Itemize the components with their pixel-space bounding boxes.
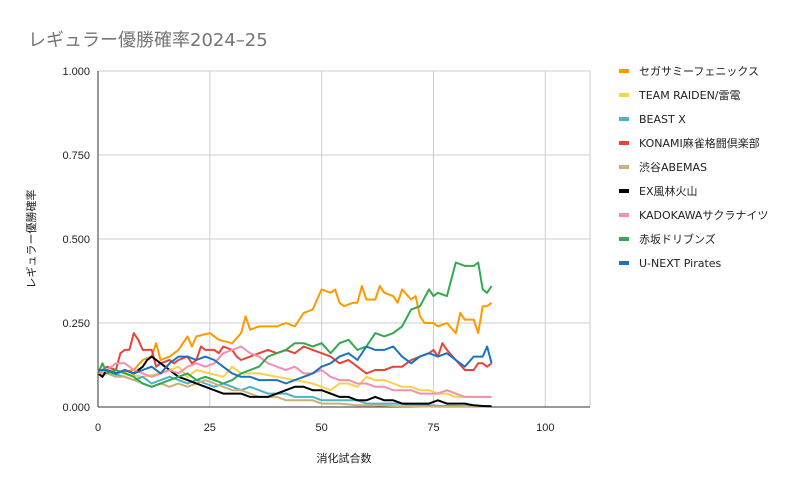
x-tick-label: 50 xyxy=(316,422,328,434)
legend-label: U-NEXT Pirates xyxy=(639,257,722,270)
y-tick-label: 0.500 xyxy=(62,234,90,246)
x-tick-label: 100 xyxy=(536,422,554,434)
tick-labels: 0.000 0.250 0.500 0.750 1.000 0 25 50 75 100 xyxy=(62,66,554,434)
series-line-7 xyxy=(97,345,492,398)
x-tick-label: 75 xyxy=(427,422,439,434)
y-tick-label: 0.750 xyxy=(62,150,90,162)
legend-swatch xyxy=(619,261,629,265)
x-tick-label: 0 xyxy=(95,422,101,434)
legend: セガサミーフェニックス TEAM RAIDEN/雷電 BEAST X KONAMI麻雀… xyxy=(619,65,768,270)
legend-swatch xyxy=(619,93,629,97)
legend-swatch xyxy=(619,189,629,193)
legend-swatch xyxy=(619,237,629,241)
series-line-1 xyxy=(98,285,493,375)
y-tick-label: 0.000 xyxy=(62,402,90,414)
legend-swatch xyxy=(619,165,629,169)
series-line-8 xyxy=(97,261,493,388)
legend-label: KADOKAWAサクラナイツ xyxy=(639,209,768,222)
grid-lines xyxy=(98,70,591,407)
legend-swatch xyxy=(619,141,629,145)
series-lines xyxy=(97,261,493,408)
legend-label: KONAMI麻雀格闘倶楽部 xyxy=(639,136,760,150)
series-line-9 xyxy=(98,345,493,385)
legend-swatch xyxy=(619,117,629,121)
legend-label: 渋谷ABEMAS xyxy=(639,161,707,174)
legend-label: TEAM RAIDEN/雷電 xyxy=(638,89,741,102)
legend-label: BEAST X xyxy=(639,113,686,126)
series-line-6 xyxy=(97,355,492,408)
legend-label: 赤坂ドリブンズ xyxy=(639,232,716,246)
legend-label: セガサミーフェニックス xyxy=(639,65,759,78)
legend-label: EX風林火山 xyxy=(639,184,698,198)
x-tick-label: 25 xyxy=(204,422,216,434)
y-tick-label: 1.000 xyxy=(62,66,90,78)
legend-swatch xyxy=(619,69,629,73)
x-axis-title: 消化試合数 xyxy=(317,451,372,465)
y-tick-label: 0.250 xyxy=(62,318,90,330)
legend-swatch xyxy=(619,213,629,217)
chart-title: レギュラー優勝確率2024–25 xyxy=(28,30,268,51)
y-axis-title: レギュラー優勝確率 xyxy=(24,190,38,289)
axes xyxy=(97,71,590,408)
